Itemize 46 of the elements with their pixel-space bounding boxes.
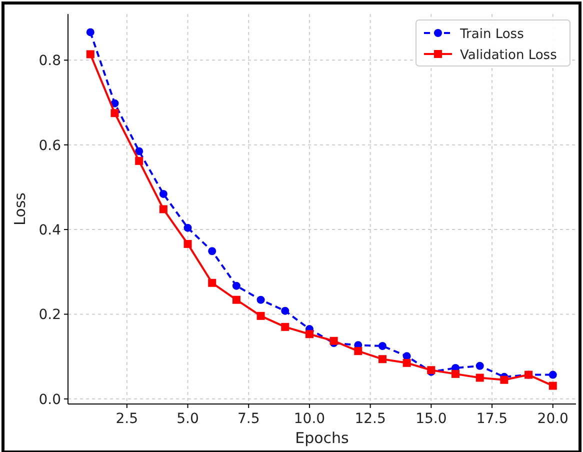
y-tick-label: 0.0 [38, 392, 61, 408]
point [232, 282, 240, 290]
y-tick-label: 0.4 [38, 222, 62, 239]
point [159, 190, 168, 198]
x-tick-label: 20.0 [537, 411, 568, 427]
point [208, 247, 216, 256]
point [452, 370, 460, 378]
point [256, 296, 265, 304]
point [548, 382, 557, 390]
x-tick-label: 7.5 [237, 411, 260, 427]
point [135, 147, 144, 156]
point [184, 224, 192, 232]
point [184, 240, 192, 248]
point [86, 50, 94, 58]
x-tick-label: 12.5 [354, 411, 386, 427]
x-tick-label: 5.0 [176, 411, 199, 427]
y-axis-title: Loss [11, 192, 29, 226]
x-tick-label: 15.0 [416, 411, 447, 427]
y-tick-label: 0.8 [38, 53, 61, 70]
point [86, 28, 94, 36]
legend-label: Validation Loss [460, 48, 558, 63]
x-tick-label: 2.5 [116, 411, 138, 427]
point [110, 109, 119, 118]
x-tick-label: 10.0 [294, 411, 326, 427]
point [378, 342, 386, 350]
point [548, 370, 557, 379]
point [208, 278, 216, 287]
point [256, 312, 265, 320]
point [476, 374, 484, 382]
point [330, 336, 338, 345]
point [281, 306, 290, 315]
point [305, 330, 314, 338]
point [378, 355, 386, 364]
point [281, 322, 290, 331]
y-tick-label: 0.2 [38, 307, 61, 324]
x-axis-title: Epochs [295, 429, 350, 447]
point [402, 358, 411, 367]
point [135, 156, 144, 165]
point [159, 205, 168, 214]
legend-label: Train Loss [459, 27, 524, 42]
point [476, 362, 484, 370]
x-tick-label: 17.5 [476, 411, 508, 427]
point [500, 376, 508, 384]
point [354, 347, 362, 356]
y-tick-label: 0.6 [38, 138, 62, 154]
point [232, 296, 240, 304]
